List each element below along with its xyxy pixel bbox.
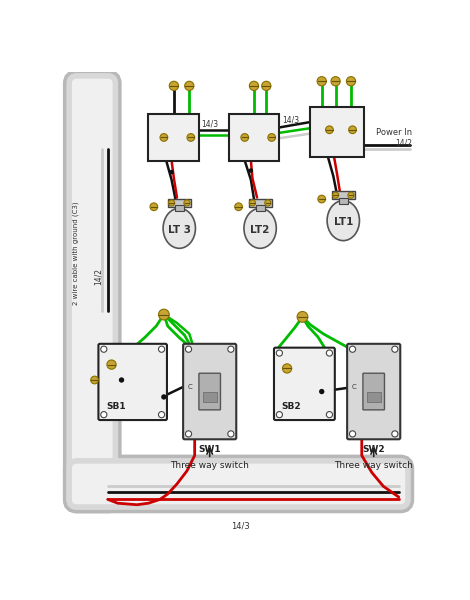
Text: SW1: SW1	[198, 445, 221, 454]
Circle shape	[158, 412, 164, 418]
Circle shape	[350, 431, 356, 437]
Text: Three way switch: Three way switch	[170, 461, 249, 470]
Circle shape	[265, 200, 271, 206]
Text: C: C	[188, 384, 193, 390]
Text: LT1: LT1	[334, 217, 353, 227]
Text: 14/3: 14/3	[202, 120, 219, 129]
FancyBboxPatch shape	[183, 344, 236, 439]
Circle shape	[262, 81, 271, 91]
FancyBboxPatch shape	[69, 76, 115, 507]
Circle shape	[318, 195, 326, 203]
Circle shape	[169, 81, 179, 91]
Text: Three way switch: Three way switch	[334, 461, 413, 470]
Text: 2 wire cable with ground (C3): 2 wire cable with ground (C3)	[72, 201, 78, 305]
Bar	[367, 392, 381, 402]
Text: LT2: LT2	[251, 225, 270, 235]
Circle shape	[392, 431, 398, 437]
Circle shape	[297, 311, 308, 322]
Bar	[332, 191, 355, 199]
Circle shape	[349, 126, 356, 134]
FancyBboxPatch shape	[347, 344, 400, 439]
Circle shape	[348, 192, 354, 198]
FancyBboxPatch shape	[69, 461, 408, 507]
Circle shape	[250, 200, 256, 206]
Circle shape	[101, 412, 107, 418]
Bar	[249, 199, 272, 207]
Circle shape	[250, 81, 259, 91]
Circle shape	[235, 203, 243, 211]
Circle shape	[326, 412, 332, 418]
FancyBboxPatch shape	[274, 347, 335, 420]
Bar	[175, 205, 184, 211]
Circle shape	[241, 134, 249, 141]
Circle shape	[169, 170, 174, 175]
Circle shape	[150, 203, 158, 211]
Circle shape	[228, 431, 234, 437]
Ellipse shape	[244, 208, 276, 248]
Circle shape	[186, 346, 192, 352]
Circle shape	[107, 360, 116, 369]
Circle shape	[319, 389, 324, 394]
Circle shape	[228, 346, 234, 352]
Text: Power In: Power In	[376, 128, 413, 137]
Circle shape	[101, 346, 107, 352]
Circle shape	[276, 412, 282, 418]
FancyBboxPatch shape	[98, 344, 167, 420]
Circle shape	[91, 376, 98, 384]
Bar	[149, 115, 198, 161]
Text: SB2: SB2	[282, 402, 301, 411]
Ellipse shape	[163, 208, 196, 248]
Circle shape	[187, 134, 195, 141]
Text: SW2: SW2	[362, 445, 385, 454]
Circle shape	[282, 364, 292, 373]
FancyBboxPatch shape	[199, 373, 220, 410]
Circle shape	[160, 134, 168, 141]
Circle shape	[158, 309, 169, 320]
FancyBboxPatch shape	[69, 461, 408, 507]
Text: 14/3: 14/3	[282, 115, 299, 124]
Bar	[310, 107, 364, 157]
Circle shape	[186, 431, 192, 437]
Circle shape	[249, 168, 253, 173]
Circle shape	[185, 81, 194, 91]
FancyBboxPatch shape	[69, 76, 115, 507]
Text: 14/3: 14/3	[232, 522, 250, 531]
Ellipse shape	[327, 200, 360, 241]
Circle shape	[346, 77, 356, 86]
Text: LT 3: LT 3	[168, 225, 191, 235]
FancyBboxPatch shape	[363, 373, 384, 410]
Circle shape	[317, 77, 326, 86]
Bar	[229, 115, 279, 161]
Circle shape	[326, 126, 333, 134]
Circle shape	[158, 346, 164, 352]
Circle shape	[169, 200, 175, 206]
Circle shape	[268, 134, 275, 141]
Bar	[168, 199, 191, 207]
Bar	[256, 205, 265, 211]
Text: 14/2: 14/2	[94, 268, 103, 284]
Text: 14/2: 14/2	[396, 139, 413, 148]
Circle shape	[392, 346, 398, 352]
Circle shape	[332, 192, 339, 198]
Text: C: C	[352, 384, 357, 390]
Bar	[339, 197, 348, 203]
Text: SB1: SB1	[106, 402, 126, 411]
Circle shape	[161, 394, 166, 400]
Circle shape	[184, 200, 190, 206]
Circle shape	[119, 377, 124, 383]
Circle shape	[326, 350, 332, 356]
Circle shape	[331, 77, 340, 86]
Bar	[203, 392, 217, 402]
Circle shape	[276, 350, 282, 356]
Circle shape	[350, 346, 356, 352]
